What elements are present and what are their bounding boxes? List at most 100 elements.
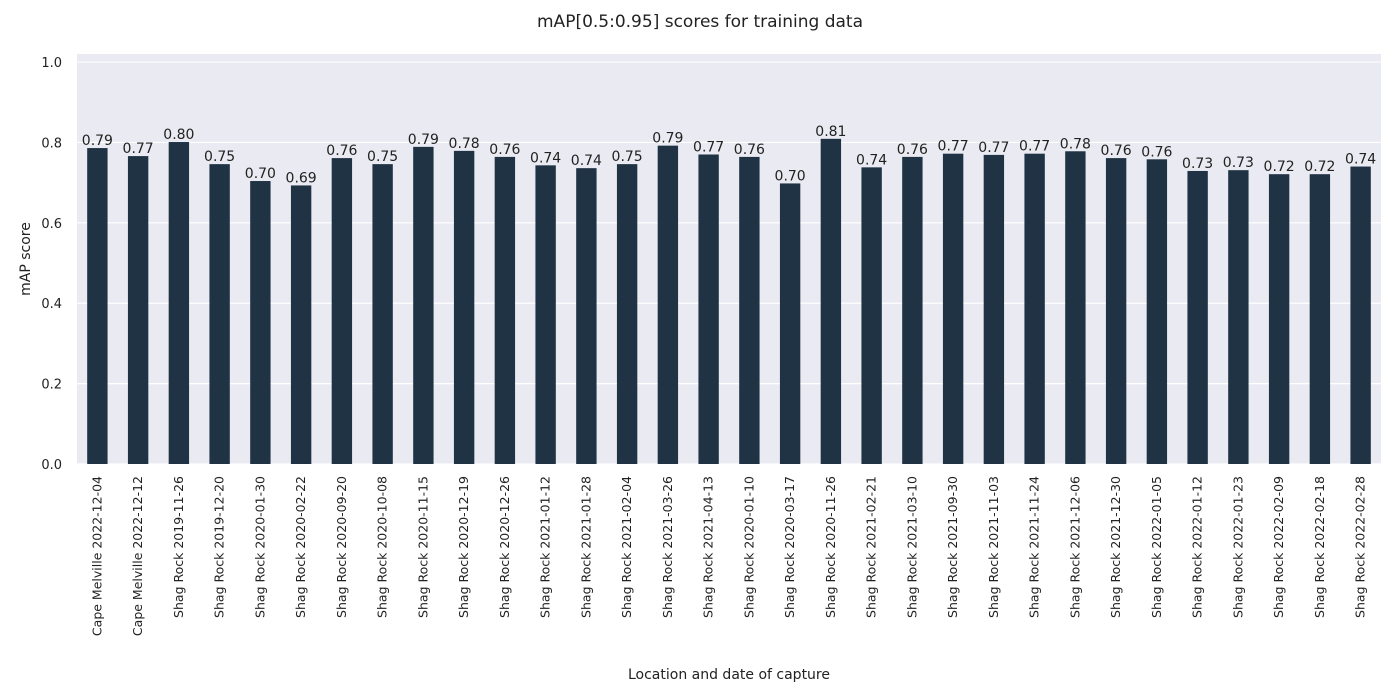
data-label: 0.78 [1060, 136, 1091, 152]
data-label: 0.76 [326, 143, 357, 159]
bar [209, 164, 230, 464]
data-label: 0.77 [938, 139, 969, 155]
data-label: 0.76 [897, 142, 928, 158]
data-label: 0.77 [693, 139, 724, 155]
bar [1268, 174, 1290, 464]
y-tick-label: 1.0 [41, 56, 62, 71]
data-label: 0.79 [652, 131, 683, 147]
data-label: 0.75 [204, 149, 235, 165]
x-tick-label: Cape Melville 2022-12-04 [89, 476, 104, 636]
x-tick-label: Shag Rock 2021-11-03 [986, 476, 1001, 618]
data-label: 0.74 [571, 153, 602, 169]
x-tick-label: Shag Rock 2020-03-17 [782, 476, 797, 618]
x-tick-label: Shag Rock 2021-11-24 [1027, 476, 1042, 618]
bar [331, 158, 353, 464]
bar [1024, 153, 1045, 464]
data-label: 0.76 [489, 142, 520, 158]
bars [87, 138, 1371, 465]
x-axis-ticks: Cape Melville 2022-12-04 Cape Melville 20… [89, 476, 1367, 636]
bar [902, 156, 923, 464]
x-tick-label: Shag Rock 2022-02-09 [1271, 476, 1286, 618]
x-tick-label: Shag Rock 2020-09-20 [334, 476, 349, 618]
data-label: 0.80 [163, 127, 194, 143]
data-label: 0.76 [1141, 144, 1172, 160]
data-label: 0.70 [245, 166, 276, 182]
bar [942, 153, 964, 464]
chart-title: mAP[0.5:0.95] scores for training data [537, 12, 863, 32]
data-label: 0.75 [367, 149, 398, 165]
x-tick-label: Shag Rock 2020-10-08 [375, 476, 390, 618]
data-labels: 0.79 0.77 0.80 0.75 0.70 0.69 0.76 0.75 0.79 0.78… [82, 124, 1377, 187]
x-tick-label: Shag Rock 2020-11-15 [415, 476, 430, 618]
y-tick-label: 0.6 [41, 217, 62, 232]
x-tick-label: Shag Rock 2020-12-19 [456, 476, 471, 618]
bar [1228, 170, 1249, 464]
x-tick-label: Cape Melville 2022-12-12 [130, 476, 145, 636]
bar [1187, 170, 1208, 464]
bar [1105, 158, 1127, 464]
x-tick-label: Shag Rock 2021-01-12 [538, 476, 553, 618]
data-label: 0.76 [1101, 143, 1132, 159]
y-tick-label: 0.8 [41, 136, 62, 151]
bar [820, 138, 842, 464]
data-label: 0.79 [408, 132, 439, 148]
bar [372, 164, 393, 464]
x-tick-label: Shag Rock 2019-11-26 [171, 476, 186, 618]
data-label: 0.77 [1019, 139, 1050, 155]
bar [1146, 159, 1168, 464]
bar [616, 164, 638, 464]
bar [861, 167, 882, 464]
x-tick-label: Shag Rock 2022-01-05 [1149, 476, 1164, 618]
data-label: 0.74 [856, 152, 887, 168]
x-tick-label: Shag Rock 2021-03-26 [660, 476, 675, 618]
bar [494, 156, 516, 464]
bar [87, 148, 108, 464]
x-tick-label: Shag Rock 2021-04-13 [701, 476, 716, 618]
x-tick-label: Shag Rock 2022-01-23 [1230, 476, 1245, 618]
data-label: 0.73 [1182, 156, 1213, 172]
bar [453, 150, 475, 464]
y-tick-label: 0.2 [41, 378, 62, 393]
data-label: 0.79 [82, 133, 113, 149]
data-label: 0.74 [1345, 152, 1376, 168]
y-tick-label: 0.0 [41, 458, 62, 473]
x-axis-label: Location and date of capture [628, 667, 830, 683]
bar [739, 156, 760, 464]
data-label: 0.74 [530, 150, 561, 166]
data-label: 0.75 [612, 149, 643, 165]
x-tick-label: Shag Rock 2021-12-06 [1067, 476, 1082, 618]
data-label: 0.73 [1223, 155, 1254, 171]
x-tick-label: Shag Rock 2022-02-18 [1312, 476, 1327, 618]
x-tick-label: Shag Rock 2020-02-22 [293, 476, 308, 618]
x-tick-label: Shag Rock 2022-01-12 [1190, 476, 1205, 618]
bar [576, 168, 597, 464]
x-tick-label: Shag Rock 2020-12-26 [497, 476, 512, 618]
bar [1065, 151, 1086, 464]
x-tick-label: Shag Rock 2021-02-21 [864, 476, 879, 618]
data-label: 0.69 [286, 170, 317, 186]
bar [250, 181, 271, 465]
bar [1309, 174, 1331, 464]
data-label: 0.72 [1264, 159, 1295, 175]
x-tick-label: Shag Rock 2021-12-30 [1108, 476, 1123, 618]
data-label: 0.77 [978, 140, 1009, 156]
bar [983, 154, 1005, 464]
x-tick-label: Shag Rock 2019-12-20 [212, 476, 227, 618]
data-label: 0.72 [1304, 159, 1335, 175]
x-tick-label: Shag Rock 2021-03-10 [904, 476, 919, 618]
y-axis-ticks: 0.0 0.2 0.4 0.6 0.8 1.0 [41, 56, 62, 473]
x-tick-label: Shag Rock 2022-02-28 [1353, 476, 1368, 618]
data-label: 0.76 [734, 142, 765, 158]
bar [657, 145, 679, 464]
x-tick-label: Shag Rock 2021-09-30 [945, 476, 960, 618]
x-tick-label: Shag Rock 2021-02-04 [619, 476, 634, 618]
bar [779, 183, 801, 464]
bar [127, 156, 149, 465]
plot-area [77, 54, 1381, 464]
bar [1350, 166, 1371, 465]
data-label: 0.70 [775, 168, 806, 184]
bar [698, 154, 719, 465]
data-label: 0.78 [449, 136, 480, 152]
y-axis-label: mAP score [18, 222, 34, 296]
